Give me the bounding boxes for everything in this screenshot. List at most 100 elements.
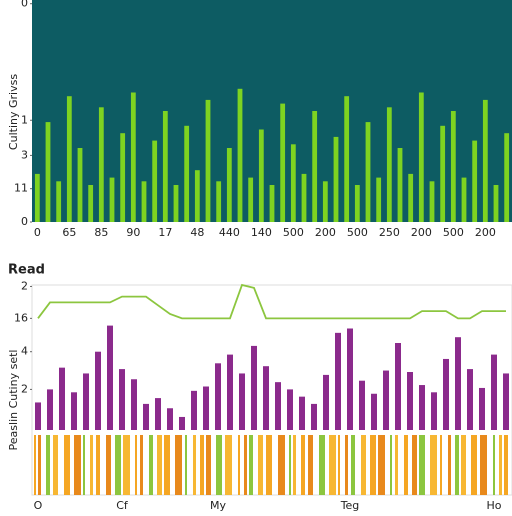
- bar: [397, 148, 403, 222]
- bar: [450, 111, 456, 222]
- bar: [323, 374, 329, 430]
- strip-segment: [404, 435, 408, 495]
- x-tick-label: 90: [126, 226, 140, 239]
- bar: [408, 173, 414, 222]
- bar: [66, 96, 72, 222]
- strip-segment: [164, 435, 170, 495]
- strip-segment: [338, 435, 340, 495]
- bar: [482, 99, 488, 222]
- strip-segment: [140, 435, 143, 495]
- bar: [354, 185, 360, 222]
- strip-segment: [185, 435, 187, 495]
- bar: [194, 170, 200, 222]
- color-strip: [34, 435, 508, 495]
- x-tick-label: 0: [34, 226, 41, 239]
- bar: [131, 379, 137, 430]
- strip-segment: [96, 435, 100, 495]
- x-tick-label: 500: [283, 226, 304, 239]
- bar: [333, 136, 339, 222]
- bar: [504, 133, 510, 222]
- bar: [107, 325, 113, 430]
- bar: [491, 354, 497, 430]
- bar: [141, 181, 147, 222]
- bar: [344, 96, 350, 222]
- bar: [383, 370, 389, 430]
- x-tick-label: 140: [251, 226, 272, 239]
- strip-segment: [206, 435, 211, 495]
- x-tick-label: 200: [411, 226, 432, 239]
- bar: [335, 332, 341, 430]
- bar: [251, 345, 257, 430]
- bar: [237, 88, 243, 222]
- x-tick-label: Ho: [486, 499, 501, 512]
- bar: [287, 389, 293, 430]
- bar: [280, 103, 286, 222]
- bar: [215, 363, 221, 430]
- bar: [503, 373, 509, 430]
- strip-segment: [504, 435, 508, 495]
- strip-segment: [390, 435, 392, 495]
- bar: [263, 366, 269, 430]
- bar: [71, 392, 77, 430]
- x-tick-label: My: [210, 499, 226, 512]
- strip-segment: [34, 435, 36, 495]
- bar: [455, 337, 461, 430]
- strip-segment: [480, 435, 487, 495]
- bar: [216, 181, 222, 222]
- bar: [98, 107, 104, 222]
- strip-segment: [157, 435, 162, 495]
- strip-segment: [258, 435, 263, 495]
- bar: [418, 92, 424, 222]
- bar: [479, 387, 485, 430]
- strip-segment: [301, 435, 305, 495]
- bar: [419, 385, 425, 430]
- x-tick-label: 250: [379, 226, 400, 239]
- bar: [322, 181, 328, 222]
- bar: [167, 408, 173, 430]
- strip-segment: [370, 435, 376, 495]
- strip-segment: [440, 435, 442, 495]
- bar: [59, 367, 65, 430]
- x-tick-label: 85: [94, 226, 108, 239]
- strip-segment: [378, 435, 385, 495]
- y-axis-label: Cultiny Grivss: [7, 74, 20, 150]
- strip-segment: [345, 435, 348, 495]
- strip-segment: [430, 435, 437, 495]
- strip-segment: [419, 435, 425, 495]
- bar: [239, 373, 245, 430]
- bar: [109, 177, 115, 222]
- bar: [45, 122, 51, 222]
- y-axis-label: Peaslin Cutiny setl: [7, 350, 20, 451]
- strip-segment: [115, 435, 121, 495]
- bar: [376, 177, 382, 222]
- strip-segment: [249, 435, 253, 495]
- bar: [407, 372, 413, 430]
- bar: [431, 392, 437, 430]
- x-tick-label: 200: [475, 226, 496, 239]
- bar: [83, 373, 89, 430]
- bar: [461, 177, 467, 222]
- bar: [290, 144, 296, 222]
- strip-segment: [225, 435, 232, 495]
- bar: [371, 393, 377, 430]
- bar: [472, 140, 478, 222]
- strip-segment: [83, 435, 85, 495]
- y-tick-label: 0: [21, 215, 28, 228]
- strip-segment: [493, 435, 495, 495]
- bar: [467, 369, 473, 430]
- strip-segment: [135, 435, 137, 495]
- bar: [77, 148, 83, 222]
- strip-segment: [46, 435, 50, 495]
- strip-segment: [193, 435, 196, 495]
- bar: [269, 185, 275, 222]
- x-tick-label: 17: [158, 226, 172, 239]
- strip-segment: [106, 435, 111, 495]
- y-tick-label: 3: [21, 148, 28, 161]
- bar: [203, 386, 209, 430]
- bar: [205, 99, 211, 222]
- bar: [386, 107, 392, 222]
- strip-segment: [455, 435, 459, 495]
- bar: [493, 185, 499, 222]
- strip-segment: [123, 435, 130, 495]
